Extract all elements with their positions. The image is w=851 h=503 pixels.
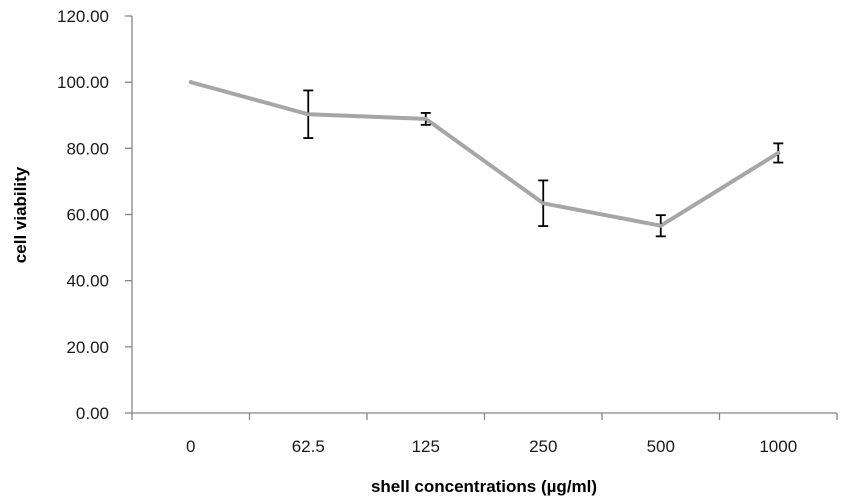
x-axis-title: shell concentrations (µg/ml) <box>371 477 597 496</box>
y-tick-label: 120.00 <box>57 7 109 26</box>
data-point <box>423 116 428 121</box>
y-tick-label: 0.00 <box>76 404 109 423</box>
y-tick-label: 20.00 <box>66 338 109 357</box>
x-tick-label: 125 <box>412 437 440 456</box>
x-tick-label: 500 <box>647 437 675 456</box>
data-point <box>541 201 546 206</box>
series-layer <box>188 80 784 238</box>
x-tick-label: 0 <box>186 437 195 456</box>
y-tick-label: 100.00 <box>57 73 109 92</box>
axes <box>131 16 837 414</box>
y-tick-label: 40.00 <box>66 272 109 291</box>
y-tick-label: 80.00 <box>66 139 109 158</box>
x-tick-label: 1000 <box>759 437 797 456</box>
series-line <box>188 80 781 228</box>
x-axis-ticks: 0 62.5 125 250 500 1000 <box>131 413 838 456</box>
x-tick-label: 62.5 <box>292 437 325 456</box>
data-point <box>306 112 311 117</box>
x-tick-label: 250 <box>529 437 557 456</box>
y-axis-title: cell viability <box>11 166 30 263</box>
y-tick-label: 60.00 <box>66 206 109 225</box>
data-point <box>776 150 781 155</box>
data-point <box>188 80 193 85</box>
y-axis-ticks: 0.00 20.00 40.00 60.00 80.00 100.00 120.00 <box>57 7 132 423</box>
data-point <box>658 223 663 228</box>
